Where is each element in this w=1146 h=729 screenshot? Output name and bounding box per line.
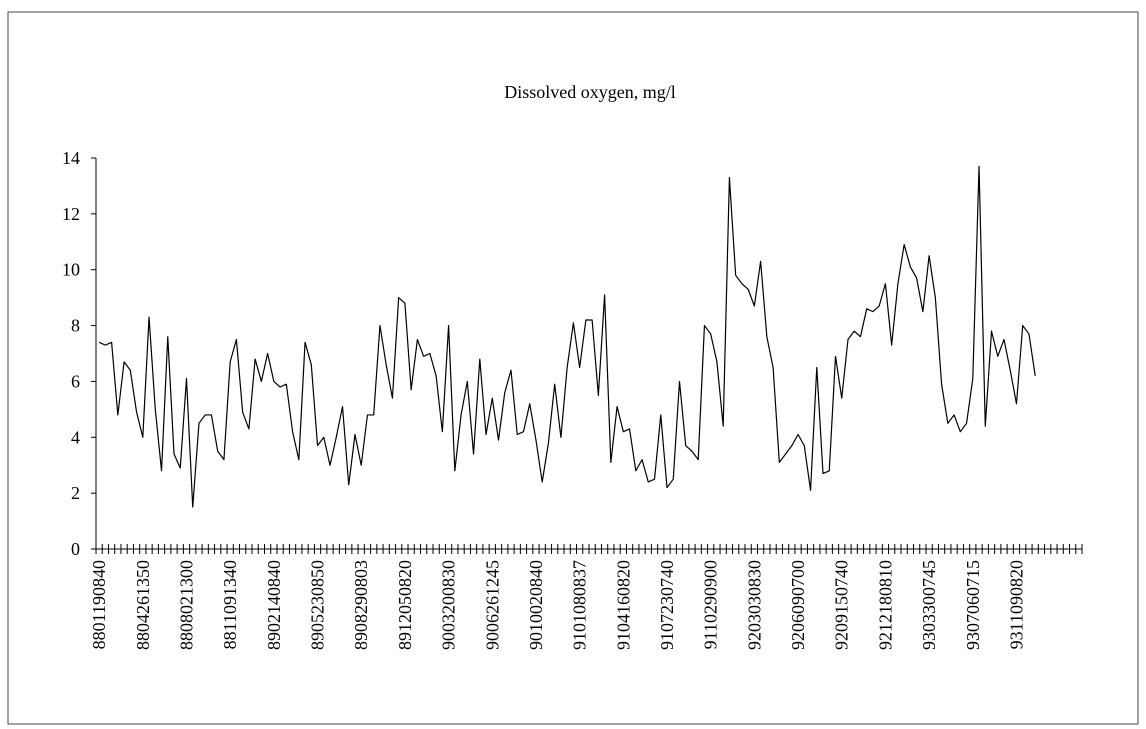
chart-border [7, 11, 1139, 725]
x-tick-label: 9303300745 [919, 560, 939, 650]
y-tick-label: 10 [62, 260, 80, 280]
x-tick-label: 8808021300 [176, 560, 196, 650]
x-tick-label: 9209150740 [832, 560, 852, 650]
x-tick-label: 8811091340 [220, 560, 240, 649]
x-tick-label: 8908290803 [351, 560, 371, 650]
x-tick-label: 9311090820 [1006, 560, 1026, 649]
x-tick-label: 9206090700 [788, 560, 808, 650]
chart-title: Dissolved oxygen, mg/l [504, 82, 676, 102]
x-tick-label: 9307060715 [963, 560, 983, 650]
x-tick-label: 9203030830 [744, 560, 764, 650]
x-tick-label: 9003200830 [439, 560, 459, 650]
x-tick-label: 9104160820 [613, 560, 633, 650]
x-tick-label: 8905230850 [308, 560, 328, 650]
x-tick-label: 8801190840 [89, 560, 109, 649]
y-tick-label: 0 [71, 539, 80, 559]
x-tick-label: 9101080837 [570, 560, 590, 650]
y-tick-label: 12 [62, 204, 80, 224]
x-tick-label: 8804261350 [133, 560, 153, 650]
y-tick-label: 2 [71, 483, 80, 503]
x-tick-label: 8902140840 [264, 560, 284, 650]
y-tick-label: 14 [62, 148, 80, 168]
x-tick-label: 9212180810 [875, 560, 895, 650]
x-tick-label: 9010020840 [526, 560, 546, 650]
x-tick-label: 9107230740 [657, 560, 677, 650]
x-tick-label: 8912050820 [395, 560, 415, 650]
y-tick-label: 8 [71, 316, 80, 336]
y-tick-label: 6 [71, 371, 80, 391]
x-tick-label: 9006261245 [482, 560, 502, 650]
y-tick-label: 4 [71, 427, 80, 447]
x-tick-label: 9110290900 [701, 560, 721, 649]
data-line [98, 165, 1036, 508]
